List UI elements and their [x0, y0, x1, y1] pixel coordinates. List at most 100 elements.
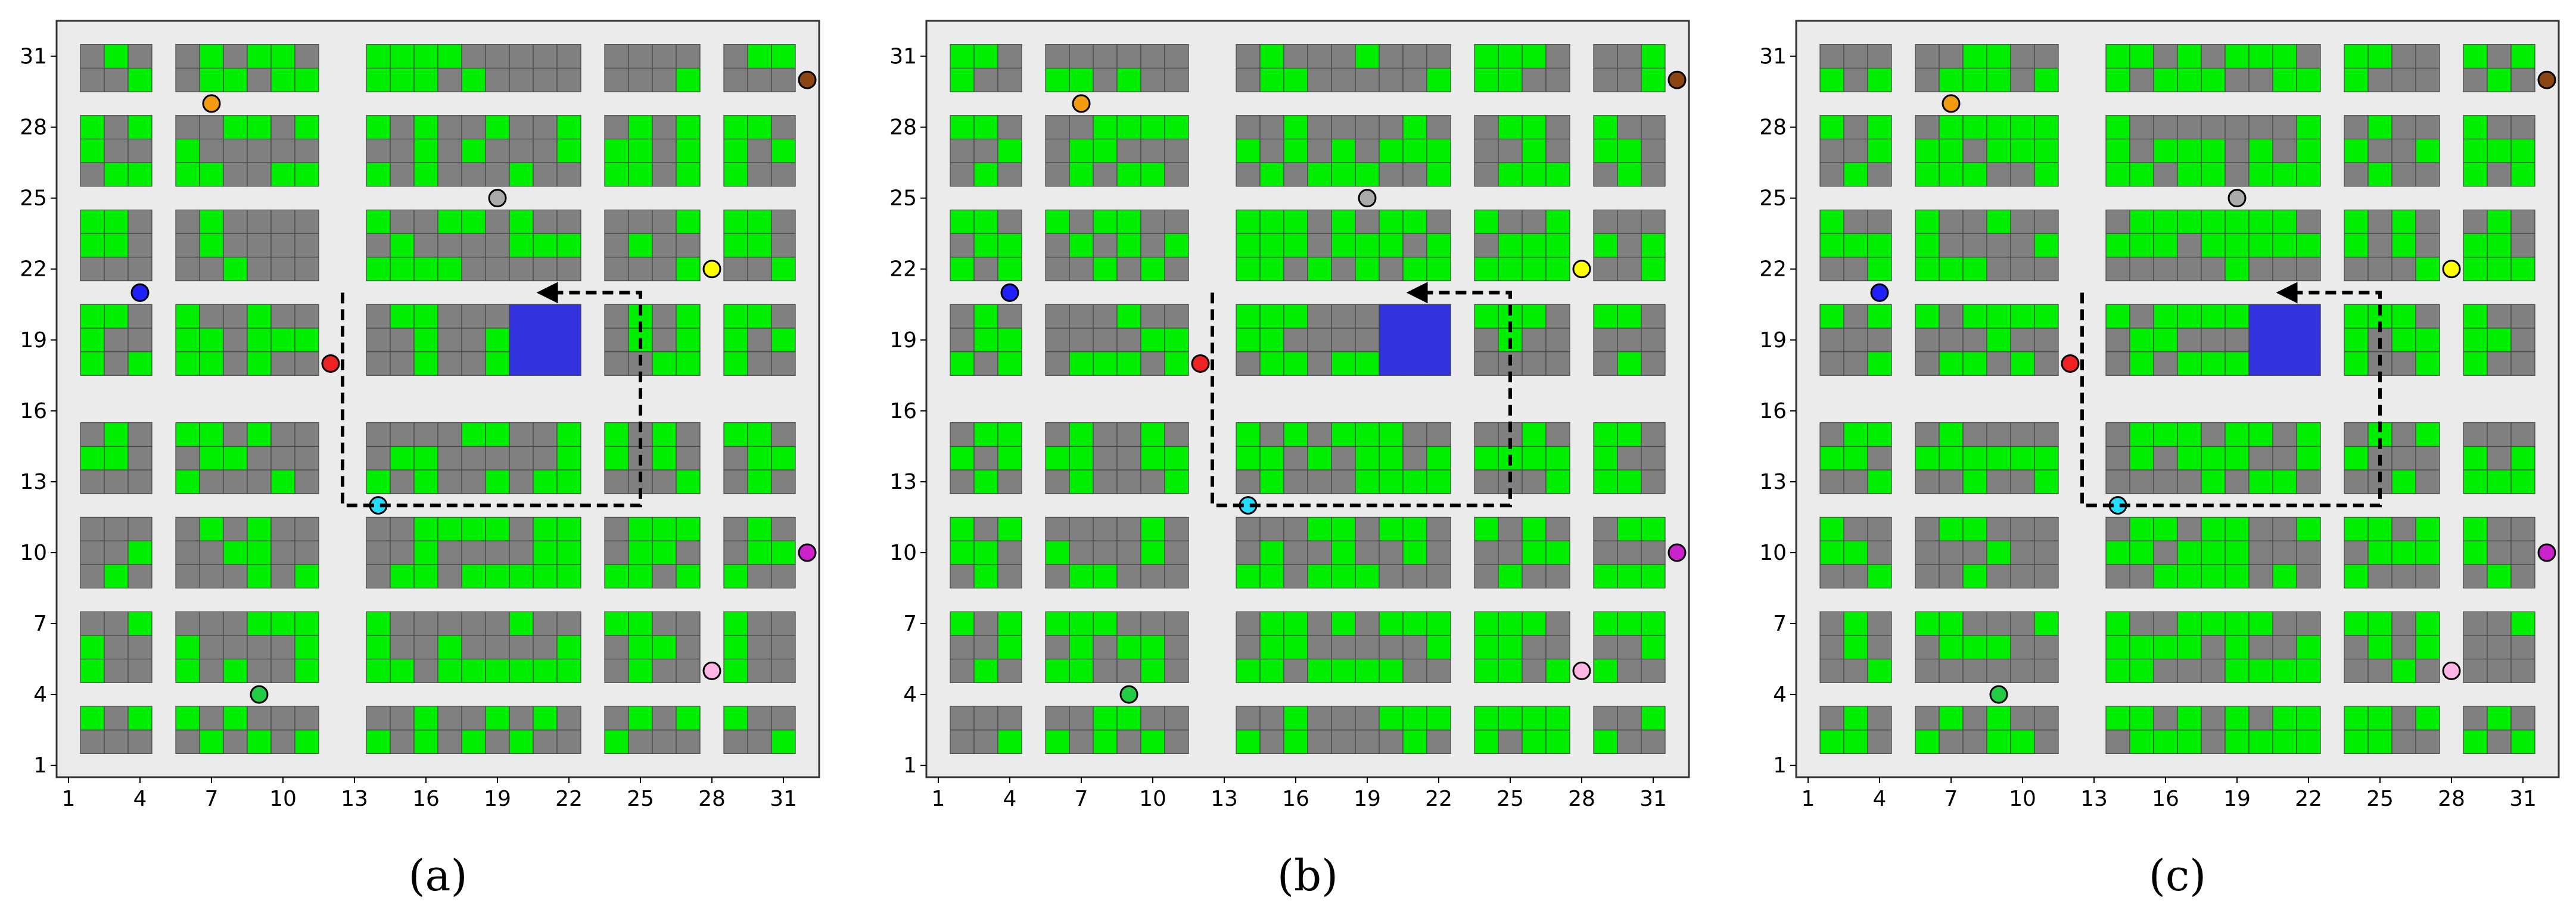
parking-space: [1259, 257, 1284, 282]
parking-space: [1402, 233, 1427, 258]
parking-space: [175, 328, 200, 353]
parking-space: [1402, 658, 1427, 683]
parking-space: [294, 469, 319, 494]
parking-space: [247, 730, 272, 754]
parking-space: [1045, 611, 1070, 636]
parking-space: [2201, 328, 2226, 353]
parking-space: [1140, 257, 1165, 282]
parking-space: [2487, 44, 2512, 68]
parking-space: [2010, 730, 2035, 754]
parking-space: [973, 445, 998, 470]
parking-space: [2391, 635, 2416, 660]
parking-space: [1045, 635, 1070, 660]
parking-space: [2463, 730, 2488, 754]
parking-space: [2296, 115, 2321, 140]
parking-space: [723, 516, 748, 541]
parking-space: [1426, 564, 1451, 589]
parking-space: [1986, 564, 2011, 589]
parking-space: [390, 635, 415, 660]
parking-space: [2010, 138, 2035, 163]
parking-space: [2391, 233, 2416, 258]
parking-space: [2367, 706, 2393, 731]
parking-space: [485, 445, 510, 470]
x-tick-label: 4: [1003, 787, 1017, 811]
parking-space: [1545, 44, 1570, 68]
parking-space: [1045, 422, 1070, 447]
parking-space: [175, 422, 200, 447]
parking-space: [1843, 611, 1868, 636]
parking-space: [2367, 658, 2393, 683]
parking-space: [1164, 635, 1189, 660]
parking-space: [1331, 445, 1356, 470]
parking-space: [2177, 162, 2202, 187]
parking-space: [1986, 233, 2011, 258]
parking-space: [1116, 233, 1141, 258]
parking-space: [1307, 635, 1332, 660]
parking-space: [1522, 564, 1547, 589]
parking-space: [2487, 328, 2512, 353]
parking-space: [223, 328, 248, 353]
parking-space: [997, 445, 1022, 470]
parking-space: [1986, 469, 2011, 494]
parking-space: [2034, 469, 2059, 494]
parking-space: [2129, 445, 2154, 470]
parking-space: [1259, 540, 1284, 565]
parking-space: [2296, 635, 2321, 660]
parking-space: [199, 422, 224, 447]
agent-marker: [2537, 70, 2556, 89]
parking-space: [247, 162, 272, 187]
parking-space: [2248, 516, 2273, 541]
parking-space: [1259, 209, 1284, 234]
parking-space: [2105, 115, 2130, 140]
parking-space: [1545, 658, 1570, 683]
parking-space: [104, 138, 129, 163]
parking-space: [1843, 469, 1868, 494]
parking-space: [1617, 138, 1642, 163]
parking-space: [771, 730, 796, 754]
parking-space: [2367, 540, 2393, 565]
parking-space: [1522, 44, 1547, 68]
parking-space: [2225, 138, 2250, 163]
parking-space: [2153, 162, 2178, 187]
parking-space: [2272, 564, 2297, 589]
parking-space: [2367, 44, 2393, 68]
parking-space: [294, 67, 319, 92]
parking-space: [1474, 540, 1499, 565]
parking-space: [270, 564, 295, 589]
parking-space: [485, 730, 510, 754]
parking-space: [604, 351, 629, 376]
agent-marker: [1119, 685, 1138, 704]
parking-space: [2201, 115, 2226, 140]
parking-space: [509, 564, 534, 589]
parking-space: [1962, 469, 1987, 494]
parking-space: [1617, 67, 1642, 92]
parking-space: [80, 540, 105, 565]
parking-space: [2153, 469, 2178, 494]
parking-space: [80, 706, 105, 731]
parking-space: [1962, 611, 1987, 636]
parking-space: [2510, 540, 2535, 565]
parking-space: [1819, 540, 1844, 565]
parking-space: [2129, 422, 2154, 447]
parking-space: [628, 564, 653, 589]
parking-space: [1283, 540, 1308, 565]
parking-space: [1641, 658, 1666, 683]
parking-space: [509, 611, 534, 636]
parking-space: [1402, 445, 1427, 470]
parking-space: [270, 328, 295, 353]
agent-marker: [1000, 283, 1019, 302]
y-tick-label: 13: [20, 470, 47, 494]
parking-space: [294, 706, 319, 731]
parking-space: [723, 138, 748, 163]
parking-space: [127, 304, 153, 329]
parking-space: [533, 257, 558, 282]
parking-space: [2415, 209, 2440, 234]
parking-space: [413, 469, 438, 494]
parking-space: [676, 658, 701, 683]
parking-space: [80, 233, 105, 258]
parking-space: [652, 115, 677, 140]
parking-space: [2248, 611, 2273, 636]
parking-space: [1164, 209, 1189, 234]
parking-space: [1236, 564, 1261, 589]
parking-space: [1939, 469, 1964, 494]
